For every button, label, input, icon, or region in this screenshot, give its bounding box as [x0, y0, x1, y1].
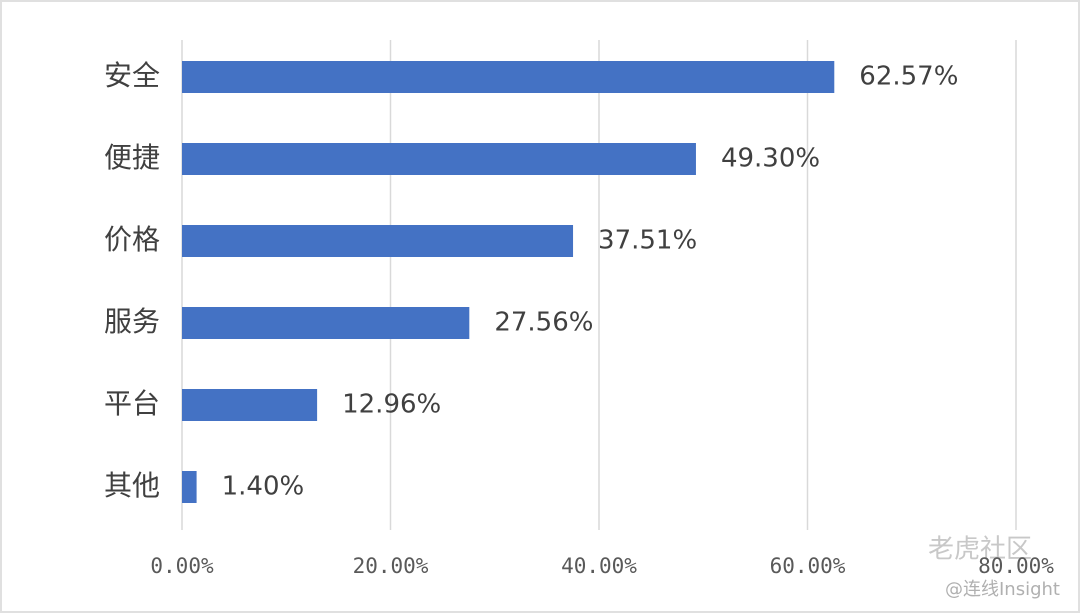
value-label: 37.51% — [598, 226, 697, 256]
y-tick-label: 其他 — [104, 469, 160, 502]
y-tick-label: 服务 — [104, 305, 160, 338]
x-tick-label: 80.00% — [978, 554, 1054, 578]
bar — [182, 389, 318, 421]
x-tick-label: 60.00% — [770, 554, 846, 578]
value-label: 62.57% — [859, 62, 958, 92]
y-tick-label: 平台 — [104, 387, 160, 420]
watermark-site: 老虎社区 — [928, 535, 1032, 565]
value-label: 1.40% — [222, 472, 305, 502]
y-tick-label: 便捷 — [104, 141, 160, 174]
bar — [182, 143, 696, 175]
bar — [182, 307, 470, 339]
value-label: 27.56% — [494, 308, 593, 338]
value-label: 12.96% — [342, 390, 441, 420]
bar — [182, 471, 197, 503]
x-tick-label: 40.00% — [561, 554, 637, 578]
watermark-author: @连线Insight — [945, 579, 1060, 600]
x-tick-label: 20.00% — [353, 554, 429, 578]
bar — [182, 61, 835, 93]
value-label: 49.30% — [721, 144, 820, 174]
y-tick-label: 价格 — [104, 223, 160, 256]
x-tick-label: 0.00% — [150, 554, 214, 578]
bar — [182, 225, 574, 257]
y-tick-label: 安全 — [104, 59, 160, 92]
